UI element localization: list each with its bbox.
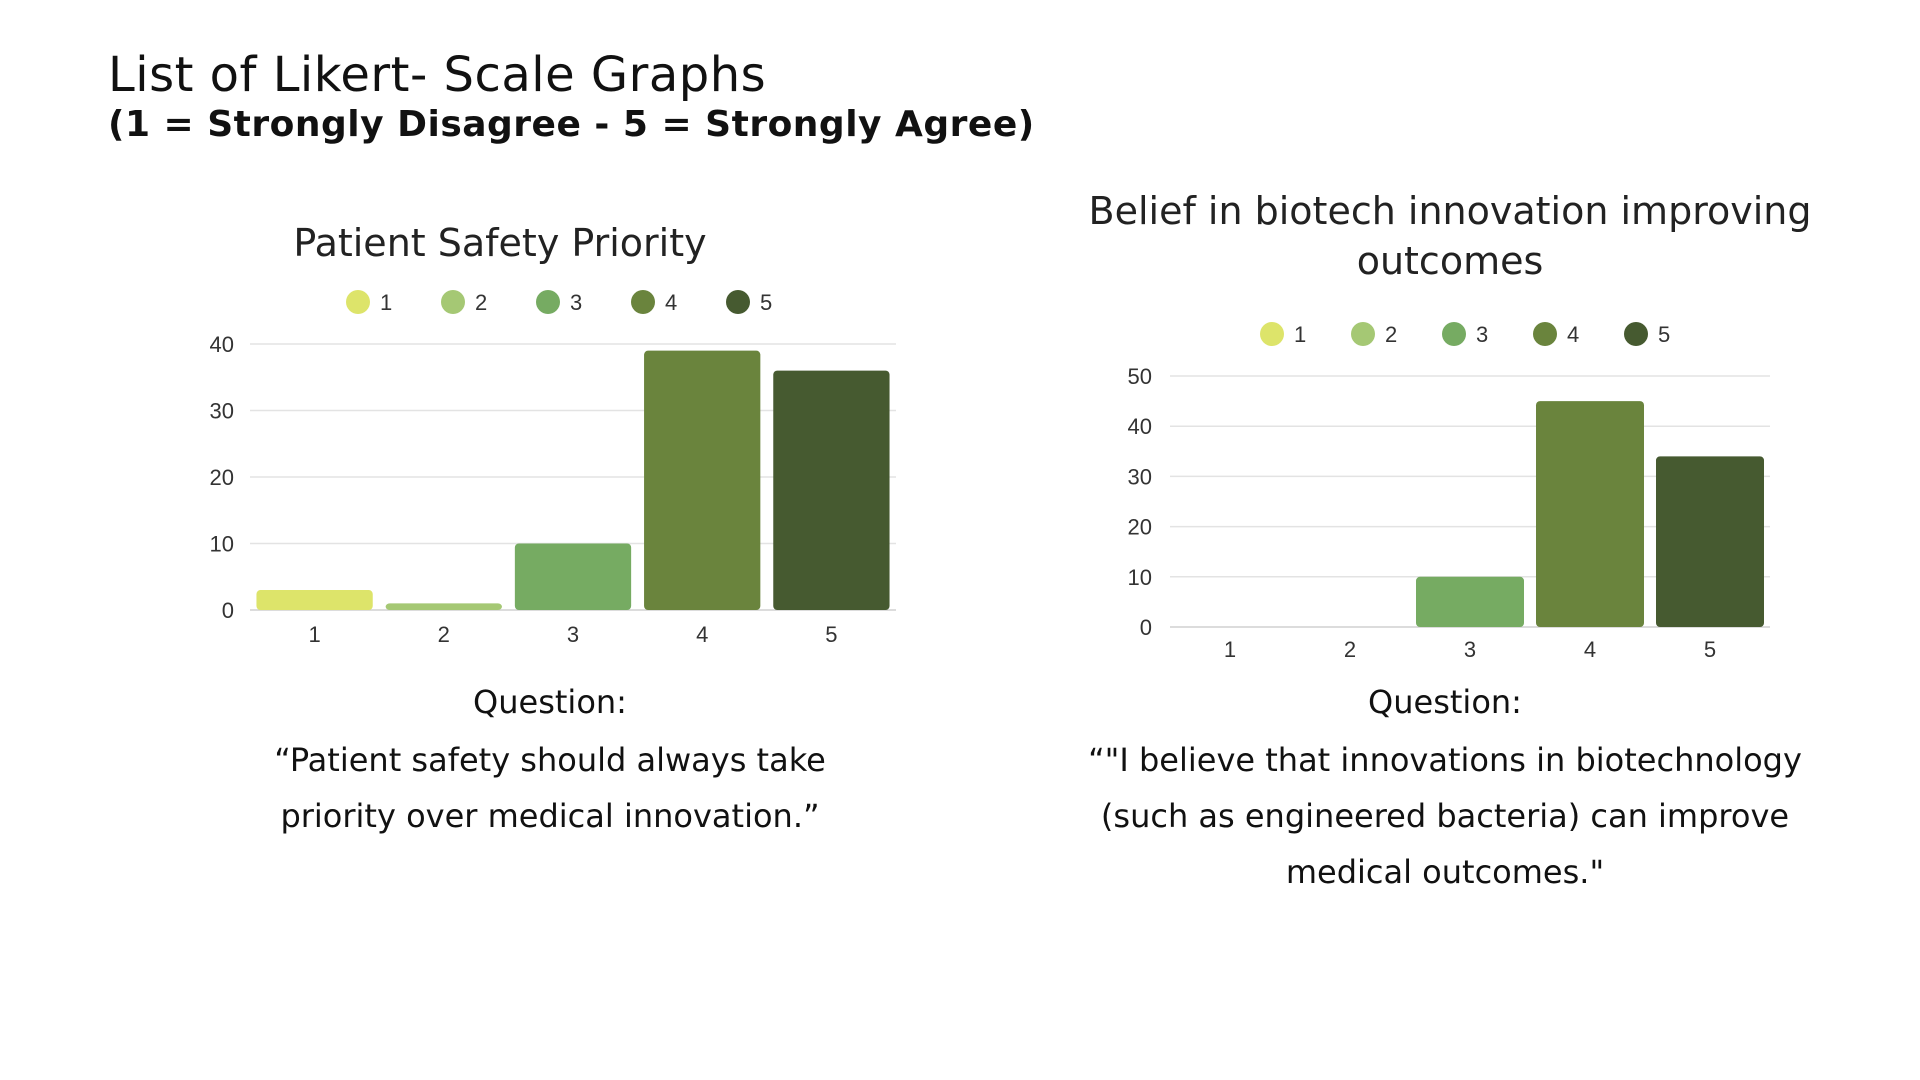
- question-label: Question:: [1368, 683, 1522, 721]
- question-text-line: “"I believe that innovations in biotechn…: [1088, 741, 1802, 779]
- question-text-line: (such as engineered bacteria) can improv…: [1100, 797, 1790, 835]
- page-subtitle: (1 = Strongly Disagree - 5 = Strongly Ag…: [108, 104, 1035, 145]
- legend-label-5: 5: [1658, 322, 1670, 347]
- x-tick-label: 2: [438, 622, 450, 647]
- legend-label-4: 4: [665, 290, 677, 315]
- bar-2: [385, 603, 502, 610]
- chart-title: Patient Safety Priority: [293, 221, 706, 265]
- legend-label-2: 2: [1385, 322, 1397, 347]
- question-text-line: medical outcomes.": [1285, 853, 1605, 891]
- legend-swatch-2: [1351, 322, 1375, 346]
- y-tick-label: 50: [1128, 364, 1152, 389]
- bar-1: [256, 590, 373, 610]
- legend-swatch-5: [726, 290, 750, 314]
- chart-title: outcomes: [1357, 239, 1544, 283]
- legend-swatch-3: [1442, 322, 1466, 346]
- question-text-line: priority over medical innovation.”: [280, 797, 820, 835]
- y-tick-label: 0: [1140, 615, 1152, 640]
- x-tick-label: 3: [567, 622, 579, 647]
- legend-label-3: 3: [1476, 322, 1488, 347]
- x-tick-label: 1: [308, 622, 320, 647]
- bar-5: [773, 370, 890, 610]
- legend-label-4: 4: [1567, 322, 1579, 347]
- y-tick-label: 40: [210, 332, 234, 357]
- legend-label-3: 3: [570, 290, 582, 315]
- x-tick-label: 1: [1224, 637, 1236, 662]
- x-tick-label: 5: [1704, 637, 1716, 662]
- question-block-biotech: Question: “"I believe that innovations i…: [1030, 682, 1860, 900]
- page-title: List of Likert- Scale Graphs: [108, 47, 767, 103]
- x-tick-label: 3: [1464, 637, 1476, 662]
- legend-label-5: 5: [760, 290, 772, 315]
- legend-swatch-3: [536, 290, 560, 314]
- bar-3: [514, 543, 632, 610]
- y-tick-label: 40: [1128, 414, 1152, 439]
- legend-swatch-1: [1260, 322, 1284, 346]
- question-text: “Patient safety should always take prior…: [200, 732, 900, 844]
- legend-swatch-4: [1533, 322, 1557, 346]
- legend-swatch-2: [441, 290, 465, 314]
- legend-swatch-1: [346, 290, 370, 314]
- y-tick-label: 10: [1128, 565, 1152, 590]
- y-tick-label: 0: [222, 598, 234, 623]
- question-label: Question:: [473, 683, 627, 721]
- y-tick-label: 30: [1128, 464, 1152, 489]
- question-text-line: “Patient safety should always take: [274, 741, 826, 779]
- question-block-patient-safety: Question: “Patient safety should always …: [200, 682, 900, 844]
- y-tick-label: 30: [210, 399, 234, 424]
- biotech-innovation-chart: Belief in biotech innovation improving ou…: [1089, 189, 1812, 662]
- legend-label-1: 1: [1294, 322, 1306, 347]
- question-text: “"I believe that innovations in biotechn…: [1030, 732, 1860, 900]
- y-tick-label: 20: [1128, 515, 1152, 540]
- x-tick-label: 4: [1584, 637, 1596, 662]
- legend-label-2: 2: [475, 290, 487, 315]
- bar-5: [1656, 456, 1764, 627]
- bar-4: [644, 350, 761, 610]
- x-tick-label: 5: [825, 622, 837, 647]
- bar-4: [1536, 401, 1644, 627]
- bar-3: [1416, 576, 1524, 627]
- legend-swatch-5: [1624, 322, 1648, 346]
- y-tick-label: 20: [210, 465, 234, 490]
- patient-safety-chart: Patient Safety Priority 1 2 3 4 5 0 10 20 30 40 1 2 3…: [210, 221, 896, 647]
- chart-title: Belief in biotech innovation improving: [1089, 189, 1812, 233]
- x-tick-label: 4: [696, 622, 708, 647]
- legend-swatch-4: [631, 290, 655, 314]
- legend-label-1: 1: [380, 290, 392, 315]
- y-tick-label: 10: [210, 532, 234, 557]
- x-tick-label: 2: [1344, 637, 1356, 662]
